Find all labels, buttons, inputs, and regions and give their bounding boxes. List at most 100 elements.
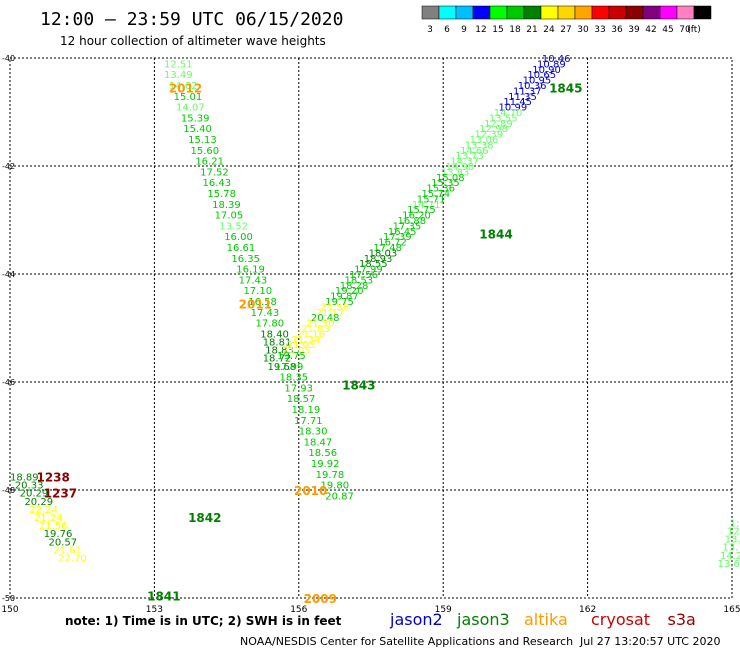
wave-height-value: 18.47 bbox=[304, 437, 333, 448]
wave-height-value: 16.35 bbox=[231, 254, 260, 265]
lat-tick-label: -44 bbox=[2, 270, 15, 279]
track-label: 1843 bbox=[342, 379, 375, 393]
wave-height-value: 18.83 bbox=[265, 346, 294, 357]
legend-swatch bbox=[625, 5, 644, 20]
track-label: 1845 bbox=[549, 82, 582, 96]
wave-height-value: 22.24 bbox=[29, 505, 58, 516]
wave-height-value: 18.28 bbox=[340, 281, 369, 292]
satellite-name: jason2 bbox=[389, 610, 443, 629]
legend-swatch bbox=[676, 5, 695, 20]
wave-height-value: 21.24 bbox=[34, 513, 63, 524]
wave-height-value: 21.56 bbox=[39, 521, 68, 532]
wave-height-value: 17.05 bbox=[215, 211, 244, 222]
legend-swatch bbox=[608, 5, 627, 20]
track-label: 1238 bbox=[36, 471, 69, 485]
wave-height-observations: 12.5113.4914.6215.0114.0715.3915.4015.13… bbox=[10, 54, 740, 570]
wave-height-value: 21.16 bbox=[296, 329, 325, 340]
wave-height-value: 13.73 bbox=[455, 151, 484, 162]
legend-label: 36 bbox=[611, 25, 623, 35]
wave-height-value: 10.90 bbox=[532, 65, 561, 76]
wave-height-value: 15.01 bbox=[174, 92, 203, 103]
wave-height-value: 21.34 bbox=[292, 335, 321, 346]
legend-swatch bbox=[523, 5, 542, 20]
legend-label: 39 bbox=[628, 25, 640, 35]
wave-height-value: 15.74 bbox=[422, 189, 451, 200]
wave-height-value: 17.48 bbox=[373, 243, 402, 254]
wave-height-value: 18.93 bbox=[364, 254, 393, 265]
wave-height-value: 15.71 bbox=[417, 194, 446, 205]
wave-height-value: 19.76 bbox=[44, 529, 73, 540]
wave-height-value: 18.39 bbox=[212, 200, 241, 211]
wave-height-value: 20.29 bbox=[24, 497, 53, 508]
wave-height-value: 18.55 bbox=[359, 259, 388, 270]
legend-swatch bbox=[489, 5, 508, 20]
wave-height-value: 20.29 bbox=[20, 489, 49, 500]
map-frame bbox=[9, 57, 733, 599]
wave-height-value: 19.75 bbox=[277, 351, 306, 362]
wave-height-value: 17.35 bbox=[393, 221, 422, 232]
wave-height-value: 18.81 bbox=[263, 338, 292, 349]
track-label: 1844 bbox=[479, 228, 512, 242]
wave-height-value: 13.83 bbox=[441, 167, 470, 178]
wave-height-value: 11.37 bbox=[513, 86, 542, 97]
wave-height-value: 18.57 bbox=[287, 394, 316, 405]
wave-height-value: 10.89 bbox=[537, 59, 566, 70]
wave-height-value: 14.21 bbox=[720, 551, 740, 562]
wave-height-value: 18.40 bbox=[260, 329, 289, 340]
satellite-legend: jason2 jason3 altika cryosat s3a bbox=[389, 610, 696, 629]
wave-height-value: 20.87 bbox=[325, 491, 354, 502]
wave-height-value: 10.65 bbox=[527, 70, 556, 81]
wave-height-value: 15.78 bbox=[207, 189, 236, 200]
satellite-name: jason3 bbox=[456, 610, 510, 629]
wave-height-value: 13.52 bbox=[219, 221, 248, 232]
legend-swatch bbox=[693, 5, 712, 20]
wave-height-value: 16.21 bbox=[195, 157, 224, 168]
legend-swatch bbox=[659, 5, 678, 20]
wave-height-value: 14.70 bbox=[494, 108, 523, 119]
wave-height-value: 19.80 bbox=[320, 481, 349, 492]
legend-label: 45 bbox=[662, 25, 673, 35]
wave-height-value: 12.51 bbox=[164, 59, 193, 70]
map-subtitle: 12 hour collection of altimeter wave hei… bbox=[60, 34, 326, 48]
wave-height-value: 1: bbox=[730, 518, 740, 529]
wave-height-value: 18.89 bbox=[10, 473, 39, 484]
wave-height-value: 16.00 bbox=[224, 232, 253, 243]
legend-swatch bbox=[421, 5, 440, 20]
track-label: 1842 bbox=[188, 511, 221, 525]
wave-height-value: 14.66 bbox=[460, 146, 489, 157]
wave-height-value: 19.78 bbox=[316, 470, 345, 481]
wave-height-value: 19.92 bbox=[311, 459, 340, 470]
wave-height-value: 16.58 bbox=[248, 297, 277, 308]
legend-label: 24 bbox=[543, 25, 555, 35]
legend-swatch bbox=[591, 5, 610, 20]
lat-tick-label: -40 bbox=[2, 54, 15, 63]
wave-height-value: 14.37 bbox=[450, 157, 479, 168]
wave-height-value: 12 bbox=[727, 527, 740, 538]
track-label: 2009 bbox=[304, 592, 337, 606]
wave-height-value: 20.33 bbox=[15, 481, 44, 492]
legend-label: 9 bbox=[461, 25, 467, 35]
track-label: 2011 bbox=[239, 298, 272, 312]
legend-swatch bbox=[540, 5, 559, 20]
legend-swatch bbox=[472, 5, 491, 20]
satellite-name: cryosat bbox=[591, 610, 650, 629]
legend-label: 21 bbox=[526, 25, 537, 35]
wave-height-value: 17.93 bbox=[284, 383, 313, 394]
legend-swatch bbox=[455, 5, 474, 20]
wave-height-value: 13.06 bbox=[470, 135, 499, 146]
wave-height-value: 16.61 bbox=[227, 243, 256, 254]
track-labels: 2012 2011 2010 2009 1845 1844 1843 1842 1841 1238… bbox=[36, 82, 582, 606]
credit-text: NOAA/NESDIS Center for Satellite Applica… bbox=[240, 635, 573, 648]
wave-height-value: 13.49 bbox=[164, 70, 193, 81]
legend-swatch bbox=[438, 5, 457, 20]
wave-height-value: 21.83 bbox=[301, 324, 330, 335]
legend-label: 27 bbox=[560, 25, 571, 35]
wave-height-value: 16.20 bbox=[402, 211, 431, 222]
wave-height-value: 18.35 bbox=[280, 373, 309, 384]
legend-label: 70 bbox=[679, 25, 691, 35]
wave-height-value: 13.60 bbox=[718, 559, 740, 570]
wave-height-value: 21.56 bbox=[320, 302, 349, 313]
legend-label: 33 bbox=[594, 25, 605, 35]
